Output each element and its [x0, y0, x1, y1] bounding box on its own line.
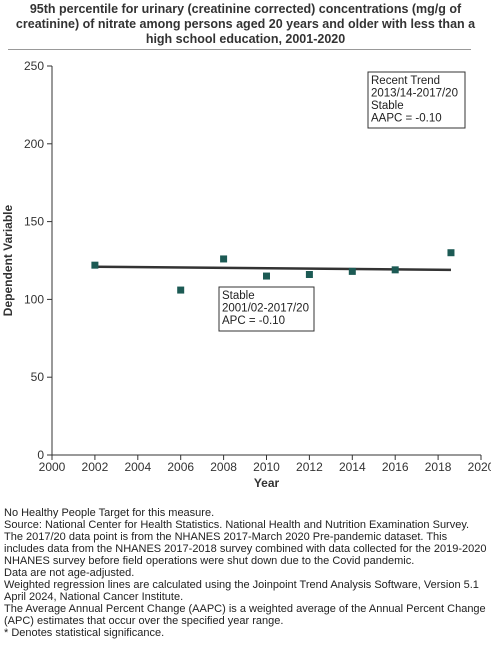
data-point — [263, 272, 270, 280]
data-point — [447, 249, 455, 257]
data-point — [391, 266, 399, 274]
note-source: Source: National Center for Health Stati… — [4, 519, 487, 567]
trend-line-group — [94, 265, 451, 272]
x-tick-label: 2020 — [468, 460, 491, 474]
y-tick-label: 100 — [24, 292, 44, 306]
data-point — [91, 261, 99, 269]
x-tick-label: 2014 — [339, 460, 366, 474]
axes: 0 50 100 150 200 250 2000 2002 2004 2006 2008 2010 2… — [1, 59, 491, 490]
note-target: No Healthy People Target for this measur… — [4, 507, 215, 519]
chart-title: 95th percentile for urinary (creatinine … — [15, 2, 476, 46]
x-tick-label: 2012 — [296, 460, 323, 474]
data-point — [177, 286, 185, 294]
note-significance: * Denotes statistical significance. — [4, 627, 165, 639]
annotation-line: Stable — [371, 100, 404, 112]
footnotes: No Healthy People Target for this measur… — [4, 507, 488, 639]
y-axis-label: Dependent Variable — [1, 204, 15, 316]
x-axis-label: Year — [254, 476, 280, 490]
y-tick-label: 150 — [24, 215, 44, 229]
x-tick-label: 2008 — [210, 460, 237, 474]
title-divider — [8, 49, 471, 50]
annotation-box — [367, 71, 466, 129]
x-tick-label: 2018 — [425, 460, 452, 474]
x-tick-label: 2000 — [39, 460, 66, 474]
x-tick-label: 2010 — [253, 460, 280, 474]
data-point — [305, 271, 313, 279]
x-tick-label: 2002 — [82, 460, 109, 474]
note-age: Data are not age-adjusted. — [4, 567, 135, 579]
annotation-box — [218, 286, 315, 332]
annotation-line: AAPC = -0.10 — [371, 113, 442, 125]
y-tick-label: 250 — [24, 59, 44, 73]
trend-line — [94, 265, 451, 272]
y-tick-label: 200 — [24, 137, 44, 151]
data-points — [91, 249, 455, 294]
annotation-line: 2013/14-2017/20 — [371, 88, 458, 100]
annotation-line: Recent Trend — [371, 75, 440, 87]
data-point — [348, 267, 356, 275]
y-tick-label: 0 — [37, 448, 44, 462]
note-regression: Weighted regression lines are calculated… — [4, 579, 479, 603]
annotation-line: Stable — [222, 290, 255, 302]
annotation-line: 2001/02-2017/20 — [222, 303, 309, 315]
annotation-line: APC = -0.10 — [222, 315, 285, 327]
y-tick-label: 50 — [31, 370, 45, 384]
data-point — [220, 255, 228, 263]
note-aapc: The Average Annual Percent Change (AAPC)… — [4, 603, 486, 627]
x-tick-label: 2006 — [167, 460, 194, 474]
chart-svg: 0 50 100 150 200 250 2000 2002 2004 2006 2008 2010 2… — [1, 59, 491, 490]
x-tick-label: 2004 — [124, 460, 151, 474]
x-tick-label: 2016 — [382, 460, 409, 474]
